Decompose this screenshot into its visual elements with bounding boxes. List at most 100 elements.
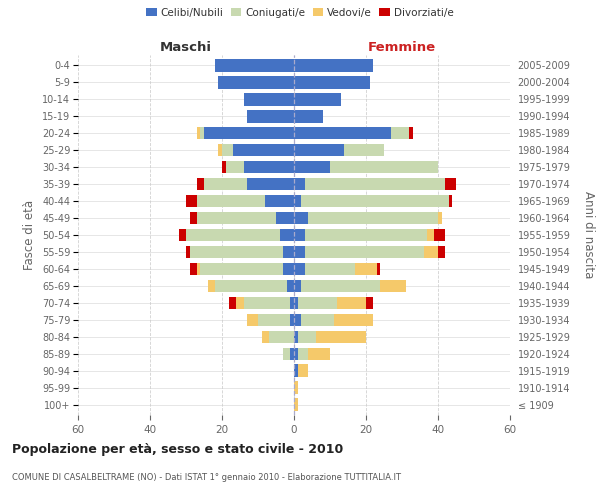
Bar <box>247 178 294 190</box>
Bar <box>298 296 337 310</box>
Legend: Celibi/Nubili, Coniugati/e, Vedovi/e, Divorziati/e: Celibi/Nubili, Coniugati/e, Vedovi/e, Di… <box>146 8 454 18</box>
Bar <box>262 330 269 344</box>
Text: Popolazione per età, sesso e stato civile - 2010: Popolazione per età, sesso e stato civil… <box>12 442 343 456</box>
Bar <box>305 262 355 276</box>
Bar <box>434 228 445 241</box>
Bar <box>179 228 186 241</box>
Bar <box>301 280 380 292</box>
Bar <box>294 228 305 241</box>
Bar <box>186 246 190 258</box>
Bar <box>215 59 294 72</box>
Bar <box>197 178 204 190</box>
Bar <box>366 296 373 310</box>
Bar <box>204 126 294 140</box>
Bar <box>294 59 373 72</box>
Bar <box>197 194 265 207</box>
Text: Femmine: Femmine <box>368 41 436 54</box>
Bar <box>294 348 298 360</box>
Bar <box>226 160 244 173</box>
Bar <box>298 348 308 360</box>
Bar <box>222 160 226 173</box>
Bar <box>305 178 445 190</box>
Bar <box>244 93 294 106</box>
Bar <box>294 178 305 190</box>
Bar <box>200 262 283 276</box>
Bar <box>294 296 298 310</box>
Bar <box>294 194 301 207</box>
Bar <box>218 144 222 156</box>
Bar <box>190 212 197 224</box>
Bar <box>283 262 294 276</box>
Bar <box>294 93 341 106</box>
Y-axis label: Anni di nascita: Anni di nascita <box>581 192 595 278</box>
Bar <box>290 348 294 360</box>
Bar <box>316 330 366 344</box>
Bar <box>424 246 438 258</box>
Bar <box>190 262 197 276</box>
Bar <box>247 314 258 326</box>
Bar <box>215 280 287 292</box>
Text: Maschi: Maschi <box>160 41 212 54</box>
Bar <box>427 228 434 241</box>
Bar <box>294 246 305 258</box>
Bar <box>283 246 294 258</box>
Bar <box>280 228 294 241</box>
Bar <box>287 280 294 292</box>
Text: COMUNE DI CASALBELTRAME (NO) - Dati ISTAT 1° gennaio 2010 - Elaborazione TUTTITA: COMUNE DI CASALBELTRAME (NO) - Dati ISTA… <box>12 472 401 482</box>
Bar <box>305 228 427 241</box>
Bar <box>409 126 413 140</box>
Bar <box>233 144 294 156</box>
Bar <box>294 76 370 88</box>
Bar <box>377 262 380 276</box>
Bar <box>355 262 377 276</box>
Bar <box>438 212 442 224</box>
Bar <box>298 330 316 344</box>
Bar <box>244 296 290 310</box>
Bar <box>190 246 283 258</box>
Bar <box>269 330 294 344</box>
Bar <box>197 212 276 224</box>
Bar <box>294 160 330 173</box>
Bar <box>294 314 301 326</box>
Bar <box>445 178 456 190</box>
Bar <box>294 330 298 344</box>
Bar <box>204 178 247 190</box>
Bar <box>294 398 298 411</box>
Bar <box>258 314 290 326</box>
Bar <box>200 126 204 140</box>
Bar <box>186 228 280 241</box>
Bar <box>247 110 294 122</box>
Bar <box>222 144 233 156</box>
Bar <box>218 76 294 88</box>
Bar <box>308 348 330 360</box>
Bar <box>391 126 409 140</box>
Bar <box>244 160 294 173</box>
Bar <box>337 296 366 310</box>
Bar <box>334 314 373 326</box>
Bar <box>294 262 305 276</box>
Bar <box>294 212 308 224</box>
Y-axis label: Fasce di età: Fasce di età <box>23 200 37 270</box>
Bar <box>305 246 424 258</box>
Bar <box>236 296 244 310</box>
Bar <box>186 194 197 207</box>
Bar <box>330 160 438 173</box>
Bar <box>294 144 344 156</box>
Bar <box>380 280 406 292</box>
Bar <box>301 194 449 207</box>
Bar <box>265 194 294 207</box>
Bar <box>294 126 391 140</box>
Bar <box>290 296 294 310</box>
Bar <box>294 110 323 122</box>
Bar <box>308 212 438 224</box>
Bar <box>290 314 294 326</box>
Bar <box>197 262 200 276</box>
Bar <box>197 126 200 140</box>
Bar <box>438 246 445 258</box>
Bar <box>301 314 334 326</box>
Bar <box>449 194 452 207</box>
Bar <box>294 280 301 292</box>
Bar <box>208 280 215 292</box>
Bar <box>294 382 298 394</box>
Bar <box>283 348 290 360</box>
